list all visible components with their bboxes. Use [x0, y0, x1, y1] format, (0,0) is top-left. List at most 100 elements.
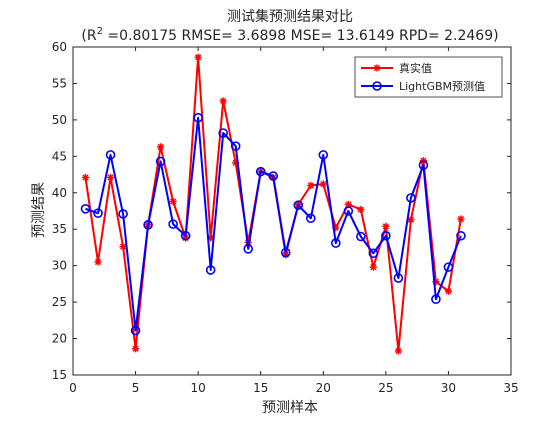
data-point	[80, 204, 91, 214]
data-point	[81, 173, 90, 182]
data-point	[255, 166, 266, 177]
asterisk-stroke	[94, 258, 102, 266]
legend-label: 真实值	[399, 61, 432, 75]
x-tick-label: 30	[441, 381, 456, 395]
y-tick-label: 60	[52, 40, 67, 54]
data-point	[369, 263, 377, 271]
asterisk-stroke	[132, 345, 139, 352]
data-point	[168, 219, 178, 229]
asterisk-stroke	[82, 174, 89, 181]
asterisk-stroke	[445, 288, 452, 295]
data-point	[94, 258, 102, 266]
data-point	[105, 150, 116, 160]
data-point	[106, 173, 115, 182]
data-point	[407, 216, 415, 224]
data-point	[457, 215, 465, 223]
asterisk-stroke	[407, 216, 414, 223]
asterisk-stroke	[357, 206, 364, 213]
asterisk-stroke	[119, 243, 127, 250]
asterisk-stroke	[307, 182, 314, 189]
asterisk-stroke	[457, 215, 465, 223]
subtitle-post: =0.80175 RMSE= 3.6898 MSE= 13.6149 RPD= …	[103, 28, 499, 44]
data-point	[431, 294, 441, 304]
series-line	[85, 116, 462, 332]
y-tick-label: 15	[52, 368, 67, 382]
data-point	[219, 97, 227, 105]
x-tick-label: 10	[191, 381, 206, 395]
data-point	[456, 230, 466, 241]
data-point	[143, 220, 153, 230]
asterisk-stroke	[107, 174, 114, 181]
data-point	[119, 243, 127, 251]
x-tick-label: 5	[132, 381, 140, 395]
data-point	[343, 206, 354, 216]
data-point	[382, 222, 390, 230]
data-point	[180, 230, 191, 241]
data-point	[443, 262, 454, 272]
data-point	[193, 112, 203, 123]
data-point	[93, 208, 103, 218]
data-point	[319, 180, 327, 188]
y-tick-label: 30	[52, 259, 67, 273]
data-point	[243, 244, 253, 254]
data-point	[293, 200, 304, 210]
data-point	[118, 209, 128, 219]
asterisk-stroke	[373, 64, 381, 72]
asterisk-stroke	[170, 198, 177, 205]
asterisk-stroke	[382, 223, 389, 230]
x-tick-label: 35	[503, 381, 518, 395]
asterisk-stroke	[395, 347, 402, 355]
data-point	[418, 160, 429, 170]
data-point	[307, 181, 315, 190]
y-tick-label: 25	[52, 295, 67, 309]
x-axis-label: 预测样本	[262, 400, 318, 416]
y-tick-label: 35	[52, 222, 67, 236]
data-point	[330, 238, 341, 248]
legend: 真实值 LightGBM预测值	[354, 56, 503, 98]
data-point	[268, 171, 279, 181]
data-point	[406, 193, 416, 203]
data-point	[131, 345, 140, 353]
y-axis-label: 预测结果	[31, 182, 47, 238]
data-point	[444, 287, 453, 295]
data-point	[305, 213, 316, 224]
axes-box	[72, 46, 512, 376]
x-tick-label: 0	[69, 381, 77, 395]
plot-area: 0 5 10 15 20 25 30 35 15 20 25 30 35 40 45 50 55 60	[52, 40, 519, 395]
subtitle-pre: (R	[81, 28, 96, 44]
x-tick-label: 15	[253, 381, 268, 395]
y-tick-label: 50	[52, 113, 67, 127]
data-point	[194, 53, 202, 61]
data-point	[157, 143, 165, 151]
x-tick-label: 25	[378, 381, 393, 395]
y-tick-label: 55	[52, 76, 67, 90]
data-point	[394, 347, 402, 355]
data-point	[381, 230, 391, 241]
data-point	[357, 205, 365, 214]
legend-marker	[372, 81, 382, 91]
data-point	[205, 265, 216, 275]
x-tick-label: 20	[316, 381, 331, 395]
y-tick-label: 20	[52, 332, 67, 346]
asterisk-stroke	[195, 54, 202, 61]
asterisk-stroke	[220, 97, 227, 105]
data-point	[218, 128, 228, 138]
data-point	[230, 141, 241, 151]
series-2	[80, 112, 466, 336]
legend-label: LightGBM预测值	[399, 80, 485, 93]
legend-marker	[373, 64, 381, 72]
asterisk-stroke	[320, 180, 327, 188]
legend-box	[354, 56, 503, 98]
chart-title: 测试集预测结果对比	[227, 8, 353, 25]
data-point	[318, 150, 329, 160]
legend-entry: 真实值	[361, 61, 432, 75]
subtitle-sup: 2	[97, 26, 103, 37]
data-point	[368, 248, 379, 259]
data-point	[169, 197, 177, 206]
legend-entry: LightGBM预测值	[361, 80, 485, 93]
chart-subtitle: (R2 =0.80175 RMSE= 3.6898 MSE= 13.6149 R…	[81, 26, 498, 44]
plot-background	[73, 47, 511, 375]
data-point	[393, 273, 404, 283]
